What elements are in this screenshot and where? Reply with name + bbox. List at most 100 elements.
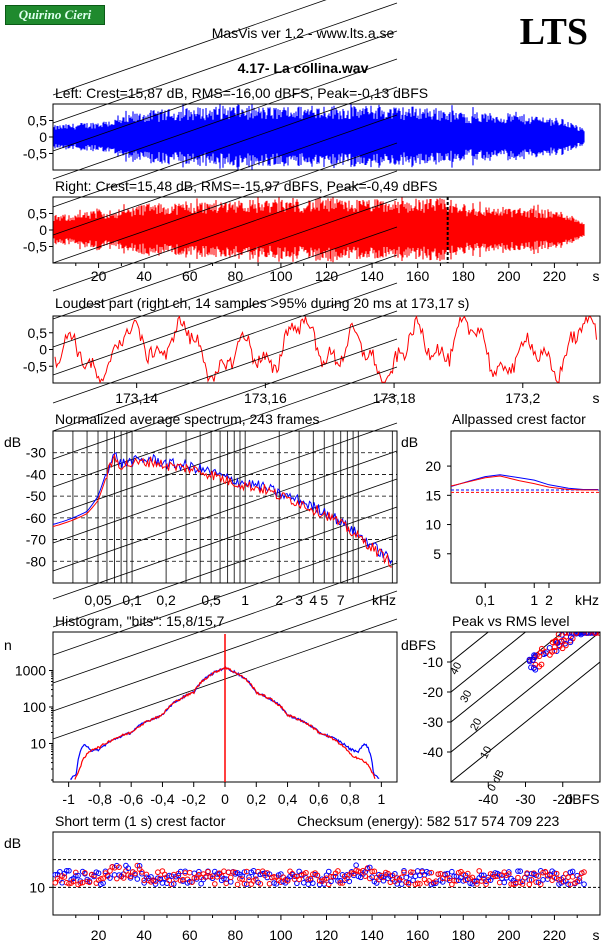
- y-tick-label: -40: [26, 466, 46, 482]
- crest-point: [565, 881, 571, 888]
- crest-point: [205, 868, 211, 875]
- y-tick-label: -30: [423, 714, 443, 730]
- crest-point: [196, 868, 202, 875]
- crest-point: [362, 873, 369, 879]
- crest-point: [75, 872, 81, 879]
- short-crest-y-label: dB: [4, 835, 21, 851]
- crest-point: [307, 875, 314, 882]
- x-tick-label: 1: [377, 791, 385, 807]
- x-tick-label: 120: [315, 268, 339, 284]
- x-tick-label: 3: [295, 592, 303, 608]
- crest-point: [344, 872, 350, 878]
- crest-frame: [450, 430, 601, 584]
- crest-series-line: [450, 475, 598, 491]
- crest-point: [581, 869, 587, 875]
- x-tick-label: 2: [275, 592, 283, 608]
- x-tick-label: 4: [309, 592, 317, 608]
- crest-point: [134, 876, 141, 882]
- crest-point: [232, 869, 239, 876]
- crest-point: [408, 869, 414, 875]
- peak-rms-point: [532, 652, 539, 659]
- crest-point: [569, 874, 576, 880]
- crest-point: [401, 869, 407, 876]
- crest-point: [565, 874, 571, 881]
- crest-point: [98, 876, 104, 882]
- crest-point: [234, 881, 241, 888]
- crest-point: [465, 870, 471, 877]
- crest-point: [517, 868, 524, 875]
- crest-point: [239, 873, 245, 879]
- crest-point: [435, 871, 441, 877]
- x-unit-label: s: [593, 268, 600, 284]
- x-unit-label: s: [593, 927, 600, 943]
- y-tick-label: 100: [23, 699, 47, 715]
- slope-line: [52, 282, 398, 404]
- crest-line-label: 30: [458, 688, 474, 704]
- short-crest-title: Short term (1 s) crest factor: [55, 813, 226, 829]
- x-tick-label: 80: [228, 927, 244, 943]
- crest-point: [198, 880, 204, 887]
- slope-line: [52, 142, 398, 264]
- crest-point: [439, 879, 446, 885]
- slope-line: [52, 170, 398, 292]
- x-tick-label: -40: [478, 791, 498, 807]
- crest-line-label: 10: [478, 744, 494, 760]
- crest-point: [170, 881, 177, 887]
- spectrum-series-line: [52, 453, 393, 568]
- crest-point: [414, 880, 421, 887]
- y-tick-label: -0,5: [23, 146, 47, 162]
- peak-rms-point: [538, 645, 545, 652]
- y-tick-label: 10: [29, 879, 45, 895]
- crest-point: [569, 868, 576, 875]
- crest-y-label: dB: [401, 434, 418, 450]
- crest-point: [212, 881, 218, 887]
- y-tick-label: -20: [423, 684, 443, 700]
- slope-line: [52, 114, 398, 236]
- y-tick-label: 0,5: [28, 206, 48, 222]
- y-tick-label: 0: [39, 129, 47, 145]
- crest-point: [100, 875, 106, 882]
- crest-point: [77, 880, 84, 886]
- crest-point: [428, 869, 435, 876]
- crest-point: [257, 881, 264, 887]
- x-tick-label: -20: [553, 791, 573, 807]
- crest-point: [310, 880, 316, 886]
- crest-point: [335, 868, 341, 874]
- spectrum-frame: [52, 430, 398, 584]
- x-unit-label: dBFS: [564, 791, 599, 807]
- peak-rms-point: [530, 657, 536, 663]
- crest-point: [107, 875, 113, 881]
- slope-line: [52, 30, 398, 152]
- crest-point: [152, 881, 159, 887]
- slope-line: [52, 310, 398, 432]
- x-tick-label: 180: [452, 927, 476, 943]
- crest-point: [353, 862, 359, 869]
- slope-line: [52, 394, 398, 516]
- slope-line: [52, 338, 398, 460]
- right-waveform-signal: [53, 197, 585, 263]
- peak-rms-point: [567, 639, 574, 646]
- x-tick-label: 60: [182, 927, 198, 943]
- x-tick-label: 0,05: [84, 592, 111, 608]
- peak-rms-point: [568, 634, 574, 640]
- crest-point: [186, 878, 193, 885]
- publisher-badge: Quirino Cieri: [5, 5, 105, 25]
- peak-rms-point: [562, 642, 569, 649]
- crest-point: [542, 868, 549, 875]
- crest-point: [246, 874, 252, 880]
- crest-point: [120, 875, 127, 881]
- x-tick-label: 1: [530, 592, 538, 608]
- x-tick-label: 200: [497, 268, 521, 284]
- x-tick-label: 40: [136, 927, 152, 943]
- x-tick-label: -0,2: [182, 791, 206, 807]
- x-tick-label: 7: [337, 592, 345, 608]
- crest-point: [346, 878, 353, 885]
- x-tick-label: 173,2: [505, 390, 540, 406]
- x-tick-label: 5: [320, 592, 328, 608]
- x-tick-label: 160: [406, 927, 430, 943]
- crest-point: [168, 881, 175, 888]
- slope-line: [52, 198, 398, 320]
- x-unit-label: kHz: [372, 592, 396, 608]
- crest-line-label: 0 dB: [486, 768, 507, 794]
- x-tick-label: 0,2: [156, 592, 176, 608]
